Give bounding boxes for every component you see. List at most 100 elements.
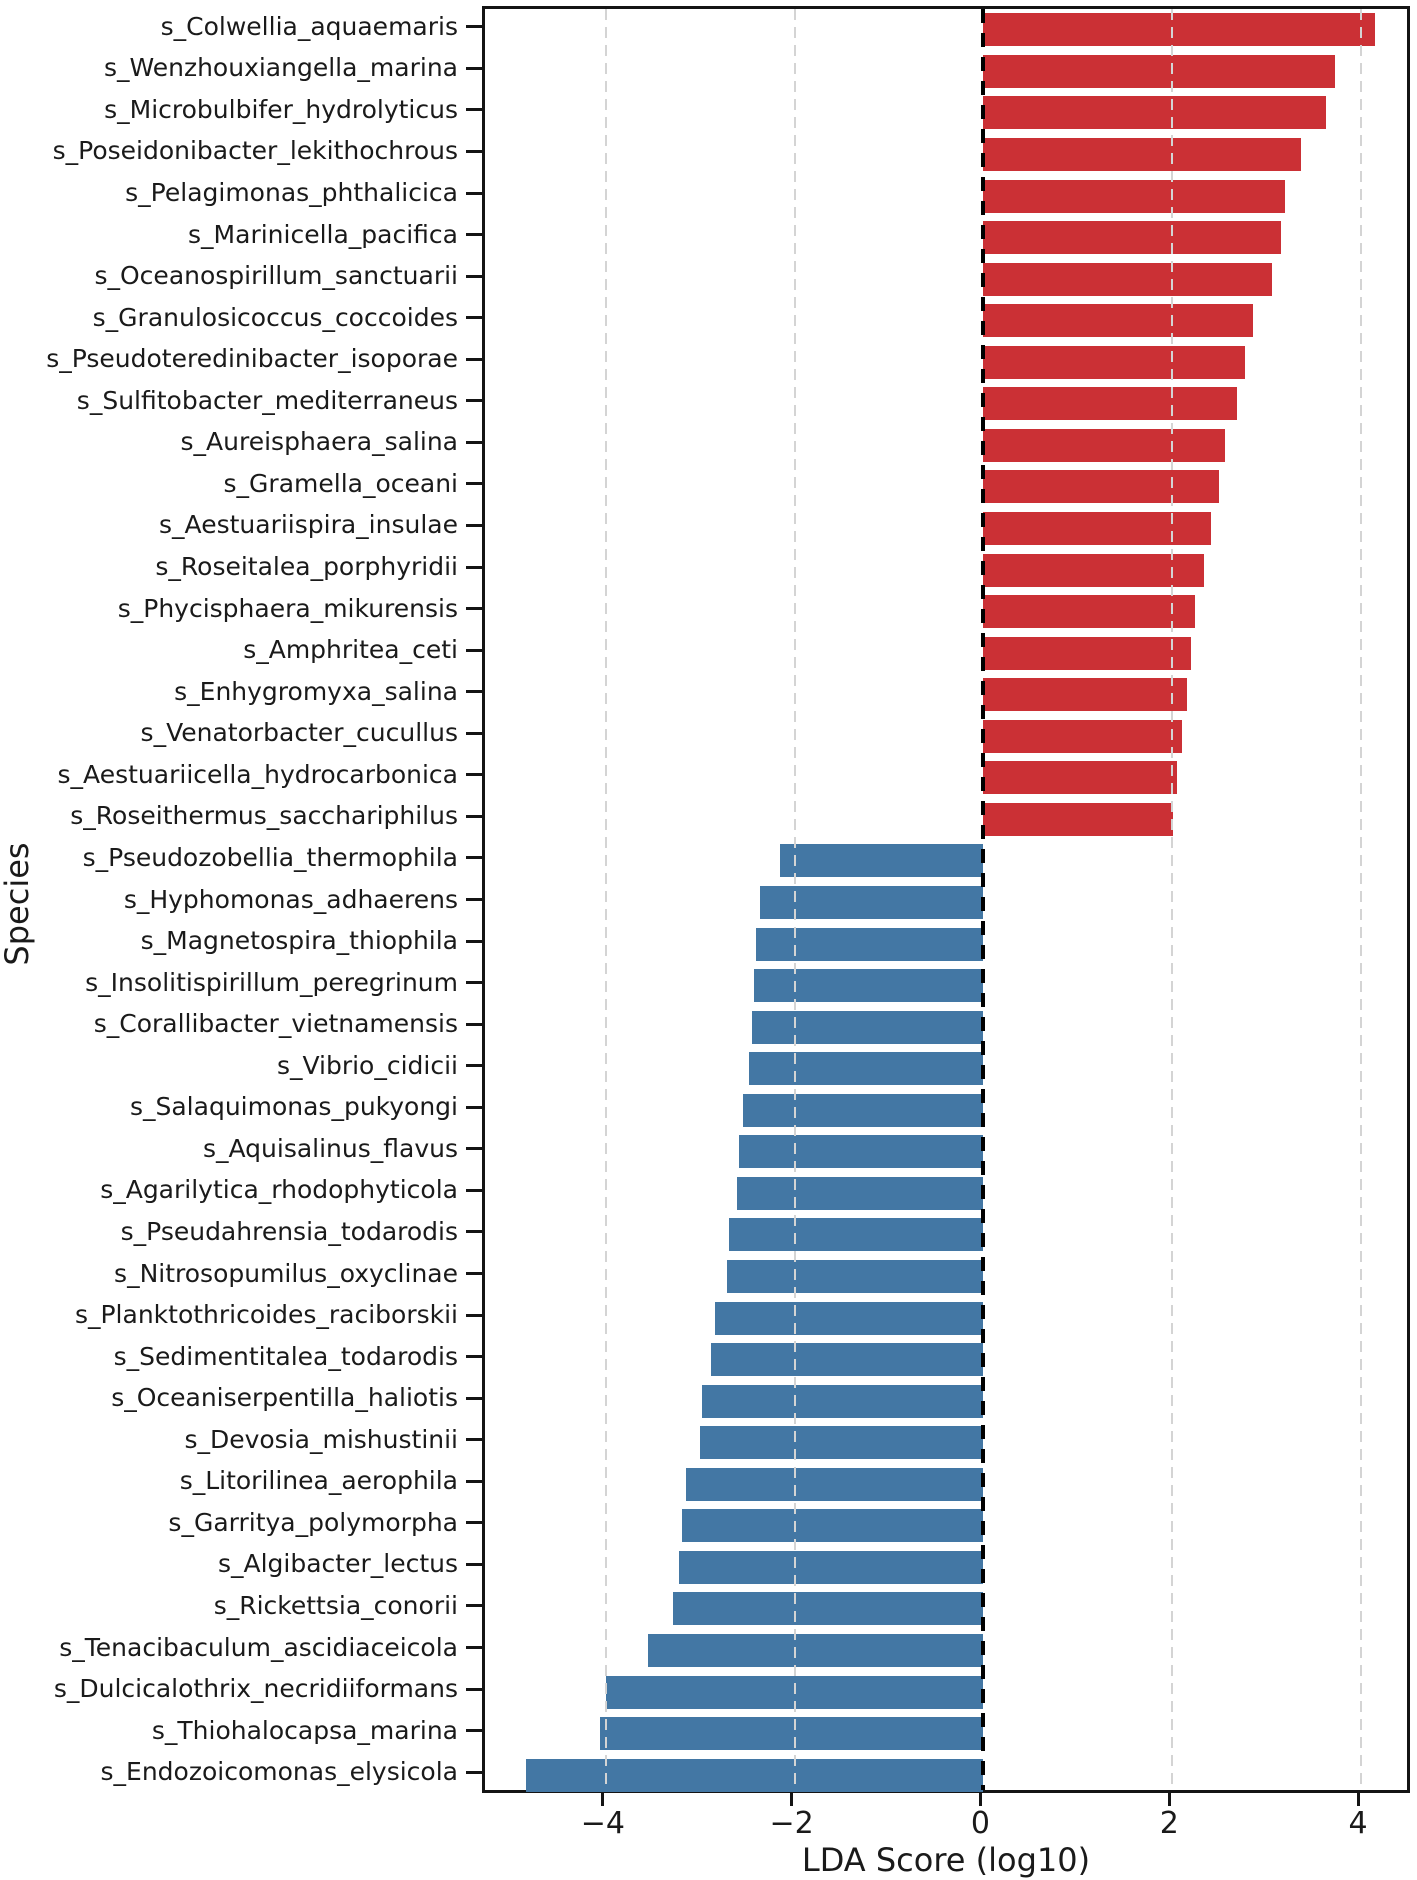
lda-bar-positive: [983, 345, 1245, 379]
species-tick-label: s_Aquisalinus_flavus: [202, 1133, 458, 1163]
lda-bar-positive: [983, 470, 1220, 504]
grid-line: [1171, 9, 1174, 1790]
species-tick-label: s_Aestuariicella_hydrocarbonica: [57, 759, 458, 789]
species-tick-label: s_Roseitalea_porphyridii: [155, 552, 458, 582]
y-tick-mark: [466, 1438, 482, 1442]
species-tick-label: s_Microbulbifer_hydrolyticus: [104, 94, 458, 124]
y-tick-mark: [466, 66, 482, 70]
lda-bar-positive: [983, 387, 1238, 421]
species-tick-label: s_Enhygromyxa_salina: [174, 676, 458, 706]
y-tick-mark: [466, 648, 482, 652]
lda-bar-negative: [755, 927, 984, 961]
lda-bar-positive: [983, 428, 1226, 462]
species-tick-label: s_Marinicella_pacifica: [188, 219, 458, 249]
lda-bar-negative: [678, 1550, 984, 1584]
lda-bar-positive: [983, 678, 1188, 712]
lda-bar-negative: [742, 1093, 984, 1127]
species-tick-label: s_Salaquimonas_pukyongi: [129, 1092, 458, 1122]
y-tick-mark: [466, 690, 482, 694]
species-tick-label: s_Aestuariispira_insulae: [159, 510, 458, 540]
species-tick-label: s_Algibacter_lectus: [217, 1549, 458, 1579]
y-tick-mark: [466, 898, 482, 901]
y-tick-mark: [466, 731, 482, 735]
species-tick-label: s_Sedimentitalea_todarodis: [113, 1341, 458, 1371]
species-tick-label: s_Pseudozobellia_thermophila: [82, 842, 458, 872]
species-tick-label: s_Insolitispirillum_peregrinum: [85, 967, 458, 997]
x-tick-mark: [790, 1793, 794, 1806]
species-tick-label: s_Amphritea_ceti: [243, 635, 458, 665]
species-tick-label: s_Oceaniserpentilla_haliotis: [111, 1383, 458, 1413]
y-tick-mark: [466, 1770, 482, 1774]
lda-bar-negative: [715, 1301, 984, 1335]
plot-area: [482, 6, 1410, 1793]
x-tick-label: 4: [1348, 1806, 1368, 1841]
y-tick-mark: [466, 1147, 482, 1151]
species-tick-label: s_Gramella_oceani: [223, 468, 458, 498]
species-tick-label: s_Pseudoteredinibacter_isoporae: [46, 344, 458, 374]
species-tick-label: s_Poseidonibacter_lekithochrous: [52, 136, 458, 166]
y-tick-mark: [466, 1521, 482, 1525]
y-tick-mark: [466, 149, 482, 153]
x-tick-label: −4: [580, 1806, 625, 1841]
lda-bar-negative: [728, 1218, 984, 1252]
y-tick-mark: [466, 1272, 482, 1276]
y-tick-mark: [466, 357, 482, 361]
lda-bar-negative: [648, 1634, 984, 1668]
y-tick-mark: [466, 1479, 482, 1483]
y-tick-mark: [466, 981, 482, 985]
y-tick-mark: [466, 1105, 482, 1109]
lda-bar-positive: [983, 719, 1182, 753]
lda-bar-positive: [983, 13, 1376, 47]
y-tick-mark: [466, 274, 482, 278]
species-tick-label: s_Garritya_polymorpha: [168, 1507, 458, 1537]
species-tick-label: s_Colwellia_aquaemaris: [160, 11, 458, 41]
species-tick-label: s_Aureisphaera_salina: [180, 427, 458, 457]
lda-bar-negative: [754, 969, 984, 1003]
y-tick-mark: [466, 565, 482, 569]
lda-bar-negative: [749, 1052, 984, 1086]
species-tick-label: s_Thiohalocapsa_marina: [151, 1715, 458, 1745]
y-tick-mark: [466, 1064, 482, 1068]
lda-bar-positive: [983, 761, 1177, 795]
y-tick-mark: [466, 1729, 482, 1733]
y-tick-mark: [466, 233, 482, 237]
species-tick-label: s_Pseudahrensia_todarodis: [120, 1216, 458, 1246]
lda-bar-positive: [983, 511, 1211, 545]
species-tick-label: s_Litorilinea_aerophila: [179, 1466, 458, 1496]
lda-bar-negative: [759, 886, 984, 919]
y-tick-mark: [466, 1562, 482, 1566]
lda-bar-positive: [983, 96, 1327, 130]
lda-bar-negative: [702, 1384, 984, 1418]
species-tick-label: s_Oceanospirillum_sanctuarii: [94, 261, 458, 291]
species-tick-label: s_Dulcicalothrix_necridiiformans: [53, 1674, 458, 1704]
lda-bar-positive: [983, 802, 1174, 836]
y-tick-mark: [466, 1355, 482, 1359]
x-tick-label: 2: [1159, 1806, 1179, 1841]
lda-bar-negative: [525, 1758, 984, 1792]
lda-bar-positive: [983, 221, 1281, 255]
y-tick-mark: [466, 1687, 482, 1691]
y-tick-mark: [466, 939, 482, 943]
y-tick-mark: [466, 1646, 482, 1650]
y-tick-mark: [466, 856, 482, 860]
y-tick-mark: [466, 25, 482, 29]
x-tick-mark: [601, 1793, 605, 1806]
species-tick-label: s_Magnetospira_thiophila: [140, 926, 458, 956]
species-tick-label: s_Pelagimonas_phthalicica: [125, 178, 458, 207]
species-tick-label: s_Agarilytica_rhodophyticola: [100, 1175, 458, 1205]
species-tick-label: s_Hyphomonas_adhaerens: [123, 884, 458, 914]
lda-bar-negative: [738, 1135, 984, 1169]
x-tick-mark: [1356, 1793, 1360, 1806]
y-tick-mark: [466, 1022, 482, 1026]
y-tick-mark: [466, 191, 482, 195]
lda-bar-positive: [983, 636, 1192, 670]
y-tick-mark: [466, 440, 482, 444]
x-axis-label: LDA Score (log10): [801, 1841, 1091, 1879]
lda-bar-negative: [700, 1426, 984, 1460]
species-tick-label: s_Devosia_mishustinii: [184, 1424, 458, 1454]
species-tick-label: s_Planktothricoides_raciborskii: [74, 1300, 458, 1330]
y-tick-mark: [466, 399, 482, 403]
y-tick-mark: [466, 1604, 482, 1608]
lda-bar-negative: [710, 1343, 984, 1377]
